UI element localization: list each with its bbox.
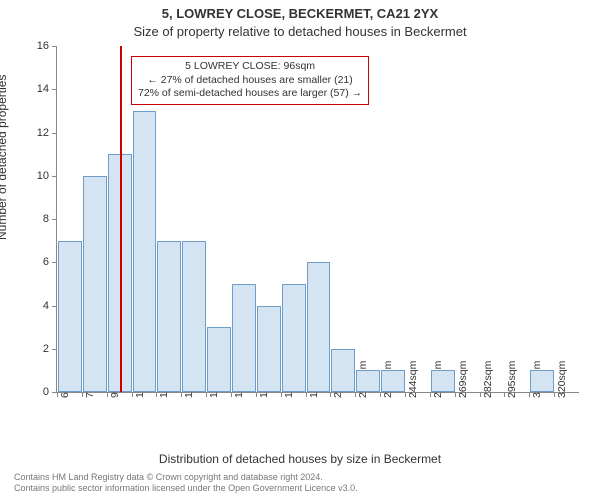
footer-line-2: Contains public sector information licen… xyxy=(14,483,600,494)
x-tick xyxy=(554,392,555,397)
histogram-bar xyxy=(331,349,355,392)
annotation-line-3: 72% of semi-detached houses are larger (… xyxy=(138,87,362,101)
annotation-line-1: 5 LOWREY CLOSE: 96sqm xyxy=(138,60,362,74)
x-tick xyxy=(306,392,307,397)
x-axis-label: Distribution of detached houses by size … xyxy=(0,452,600,466)
page-subtitle: Size of property relative to detached ho… xyxy=(0,24,600,39)
histogram-bar xyxy=(232,284,256,392)
y-axis-label: Number of detached properties xyxy=(0,75,9,240)
x-tick xyxy=(231,392,232,397)
histogram-bar xyxy=(58,241,82,392)
histogram-bar xyxy=(133,111,157,392)
x-tick xyxy=(405,392,406,397)
x-tick xyxy=(82,392,83,397)
y-tick-label: 14 xyxy=(37,83,57,95)
histogram-bar xyxy=(182,241,206,392)
annotation-box: 5 LOWREY CLOSE: 96sqm ← 27% of detached … xyxy=(131,56,369,105)
x-tick-label: 269sqm xyxy=(457,361,469,398)
x-tick-label: 282sqm xyxy=(482,361,494,398)
histogram-bar xyxy=(83,176,107,392)
x-tick xyxy=(480,392,481,397)
x-tick xyxy=(256,392,257,397)
histogram-bar xyxy=(431,370,455,392)
histogram-bar xyxy=(356,370,380,392)
y-tick-label: 10 xyxy=(37,170,57,182)
y-tick-label: 4 xyxy=(43,300,57,312)
x-tick xyxy=(281,392,282,397)
x-tick xyxy=(206,392,207,397)
property-marker-line xyxy=(120,46,122,392)
x-tick xyxy=(455,392,456,397)
x-tick-label: 295sqm xyxy=(506,361,518,398)
histogram-bar xyxy=(257,306,281,393)
x-tick xyxy=(132,392,133,397)
y-tick-label: 0 xyxy=(43,386,57,398)
y-tick-label: 12 xyxy=(37,127,57,139)
y-tick-label: 16 xyxy=(37,40,57,52)
x-tick xyxy=(430,392,431,397)
histogram-bar xyxy=(381,370,405,392)
y-tick-label: 8 xyxy=(43,213,57,225)
x-tick xyxy=(380,392,381,397)
histogram-bar xyxy=(207,327,231,392)
footer-line-1: Contains HM Land Registry data © Crown c… xyxy=(14,472,600,483)
page-title: 5, LOWREY CLOSE, BECKERMET, CA21 2YX xyxy=(0,6,600,21)
histogram-bar xyxy=(530,370,554,392)
histogram-bar xyxy=(282,284,306,392)
histogram-bar xyxy=(157,241,181,392)
y-tick-label: 6 xyxy=(43,256,57,268)
chart-plot-area: 024681012141665sqm78sqm91sqm103sqm116sqm… xyxy=(56,46,579,393)
x-tick-label: 320sqm xyxy=(556,361,568,398)
annotation-line-2: ← 27% of detached houses are smaller (21… xyxy=(138,74,362,88)
x-tick-label: 244sqm xyxy=(407,361,419,398)
footer-attribution: Contains HM Land Registry data © Crown c… xyxy=(0,472,600,495)
histogram-bar xyxy=(307,262,331,392)
y-tick-label: 2 xyxy=(43,343,57,355)
x-tick xyxy=(107,392,108,397)
x-tick xyxy=(57,392,58,397)
